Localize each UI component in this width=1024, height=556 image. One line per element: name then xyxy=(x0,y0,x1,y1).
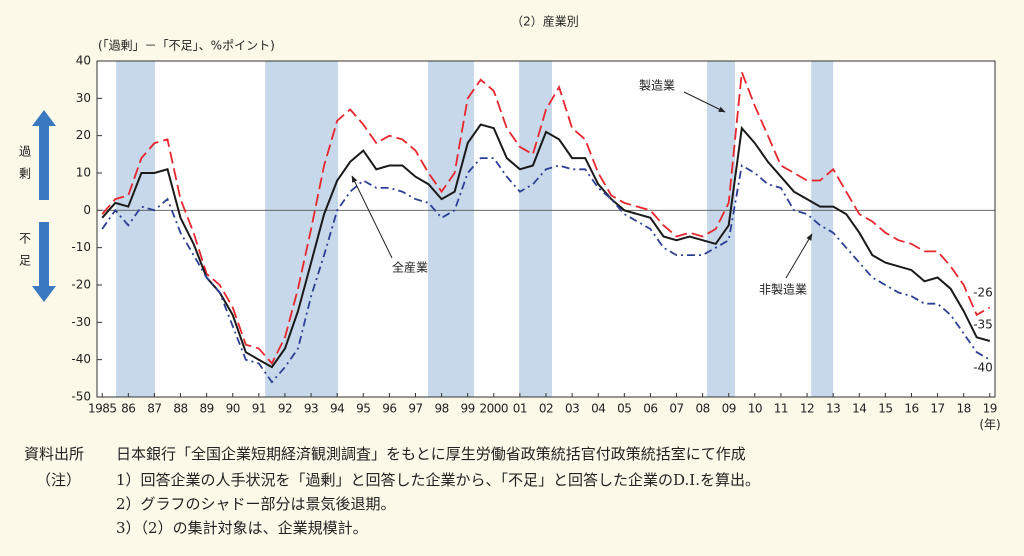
chart-title: （2）産業別 xyxy=(511,14,579,29)
x-tick-label: 08 xyxy=(695,402,709,416)
x-tick-label: 19 xyxy=(983,402,997,416)
x-tick-label: 86 xyxy=(121,402,135,416)
x-tick-label: 14 xyxy=(852,402,866,416)
x-tick-label: 96 xyxy=(382,402,396,416)
x-tick-label: 12 xyxy=(800,402,814,416)
x-tick-label: 91 xyxy=(252,402,266,416)
end-value-label: -40 xyxy=(973,361,993,375)
x-tick-label: 13 xyxy=(826,402,840,416)
side-label-surplus: 過剰 xyxy=(18,145,32,189)
recession-shade xyxy=(428,61,474,397)
x-tick-label: 97 xyxy=(408,402,422,416)
x-tick-label: 02 xyxy=(539,402,553,416)
y-tick-label: 10 xyxy=(76,166,91,180)
y-tick-label: -30 xyxy=(71,315,91,329)
x-tick-label: 07 xyxy=(669,402,683,416)
x-tick-label: 04 xyxy=(591,402,605,416)
y-tick-label: -10 xyxy=(71,240,91,254)
recession-shade xyxy=(116,61,155,397)
x-tick-label: 90 xyxy=(226,402,240,416)
plot-frame xyxy=(96,60,996,398)
x-tick-label: 03 xyxy=(565,402,579,416)
x-tick-label: 99 xyxy=(461,402,475,416)
recession-shade xyxy=(519,61,553,397)
annotation-label: 製造業 xyxy=(639,79,675,93)
x-tick-label: 87 xyxy=(147,402,161,416)
x-tick-label: 16 xyxy=(904,402,918,416)
down-arrow xyxy=(32,222,56,302)
x-tick-label: 10 xyxy=(748,402,762,416)
note-item: 1）回答企業の人手状況を「過剰」と回答した企業から、「不足」と回答した企業のD.… xyxy=(116,471,760,489)
x-tick-label: 95 xyxy=(356,402,370,416)
end-value-label: -35 xyxy=(973,318,993,332)
x-tick-label: 11 xyxy=(774,402,788,416)
y-tick-label: 20 xyxy=(76,128,91,142)
y-tick-label: -40 xyxy=(71,352,91,366)
annotation-arrow xyxy=(785,233,813,279)
series-line xyxy=(101,71,991,365)
y-tick-label: -20 xyxy=(71,278,91,292)
x-tick-label: 93 xyxy=(304,402,318,416)
x-axis-unit: (年) xyxy=(979,418,1000,432)
x-tick-label: 92 xyxy=(278,402,292,416)
note-label: （注） xyxy=(36,471,81,489)
up-arrow xyxy=(32,110,56,200)
y-tick-label: -50 xyxy=(71,390,91,404)
x-tick-label: 2000 xyxy=(480,402,509,416)
source-label: 資料出所 xyxy=(24,445,84,463)
x-tick-label: 18 xyxy=(957,402,971,416)
side-label-shortage: 不足 xyxy=(18,232,32,276)
y-tick-label: 30 xyxy=(76,91,91,105)
x-tick-label: 94 xyxy=(330,402,344,416)
recession-shade xyxy=(265,61,338,397)
x-tick-label: 15 xyxy=(878,402,892,416)
annotation-arrow xyxy=(683,91,726,113)
annotation-arrow xyxy=(351,175,393,259)
source-text: 日本銀行「全国企業短期経済観測調査」をもとに厚生労働省政策統括官付政策統括室にて… xyxy=(116,445,746,463)
x-tick-label: 88 xyxy=(173,402,187,416)
annotation-label: 非製造業 xyxy=(759,283,807,297)
x-tick-label: 17 xyxy=(930,402,944,416)
x-tick-label: 06 xyxy=(643,402,657,416)
annotation-label: 全産業 xyxy=(392,260,428,275)
x-tick-label: 89 xyxy=(199,402,213,416)
note-item: 2）グラフのシャドー部分は景気後退期。 xyxy=(116,495,396,513)
x-tick-label: 98 xyxy=(434,402,448,416)
x-tick-label: 05 xyxy=(617,402,631,416)
note-item: 3）（2）の集計対象は、企業規模計。 xyxy=(116,519,368,537)
series-line xyxy=(101,123,991,369)
y-axis-label: (「過剰」－「不足」、%ポイント) xyxy=(98,39,275,53)
y-tick-label: 0 xyxy=(83,203,91,217)
x-tick-label: 01 xyxy=(513,402,527,416)
series-line xyxy=(101,157,991,384)
x-tick-label: 1985 xyxy=(88,402,117,416)
end-value-label: -26 xyxy=(973,286,993,300)
recession-shade xyxy=(811,61,834,397)
y-tick-label: 40 xyxy=(76,54,91,68)
x-tick-label: 09 xyxy=(722,402,736,416)
